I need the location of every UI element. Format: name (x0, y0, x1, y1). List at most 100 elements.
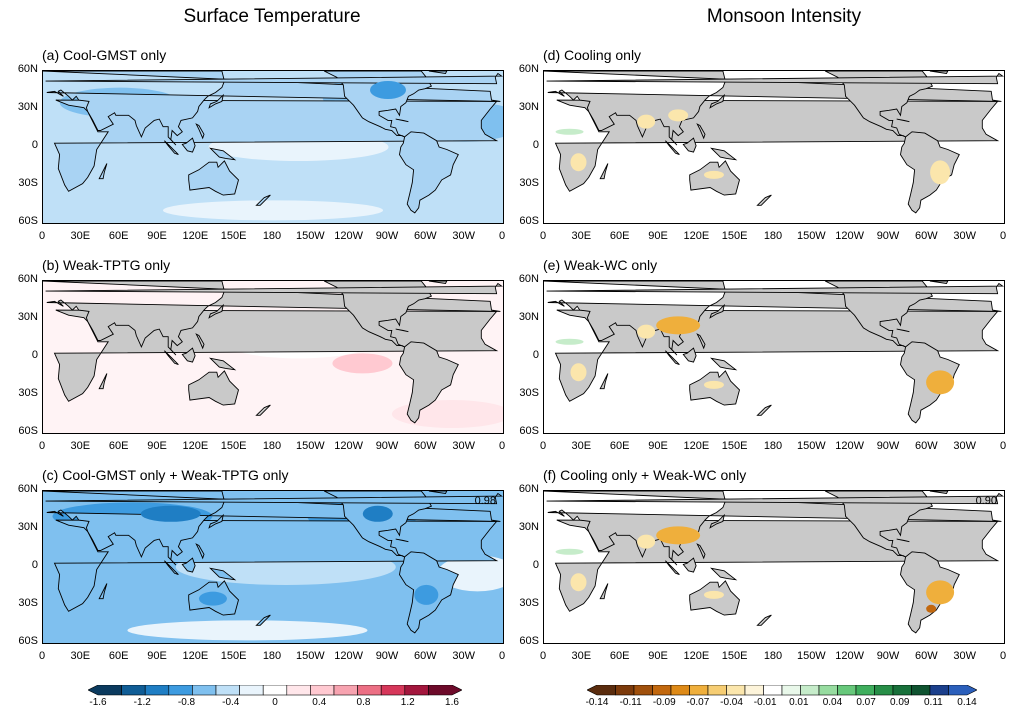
colorbar-swatch (818, 684, 838, 696)
lat-tick-label: 0 (31, 559, 38, 571)
dry-anomaly-australia (703, 170, 724, 179)
colorbar-swatch (404, 684, 429, 696)
colorbar-swatch (286, 684, 311, 696)
lon-tick-label: 120W (835, 230, 865, 242)
lat-tick-label: 30N (518, 311, 539, 323)
lon-tick-label: 60E (108, 440, 129, 452)
landmass-cuba (395, 328, 409, 333)
lat-tick-label: 60S (519, 215, 539, 227)
colorbar-swatch (87, 684, 122, 696)
dry-anomaly-india (637, 534, 656, 549)
landmass-cuba (896, 118, 910, 123)
wet-anomaly-sahel (555, 338, 584, 345)
landmass-japan (709, 93, 725, 109)
lat-tick-label: 60N (17, 483, 38, 495)
colorbar-swatch (615, 684, 635, 696)
lon-tick-label: 30W (452, 440, 475, 452)
lat-tick-label: 30S (519, 177, 539, 189)
colorbar-swatch (800, 684, 820, 696)
lon-tick-label: 120E (182, 230, 209, 242)
lat-tick-label: 30N (518, 101, 539, 113)
landmass-namerica (824, 71, 934, 138)
map-area (42, 280, 504, 434)
landmass-samerica (900, 131, 960, 214)
temperature-colorbar: -1.6 -1.2 -0.8 -0.4 0 0.4 0.8 1.2 1.6 (87, 684, 463, 718)
colorbar-label: 0.01 (789, 697, 809, 708)
lon-tick-label: 30W (953, 230, 976, 242)
lon-tick-label: 60W (915, 230, 938, 242)
lon-tick-label: 0 (498, 230, 506, 242)
title-surface-temperature: Surface Temperature (183, 6, 361, 27)
lon-tick-label: 150W (295, 440, 325, 452)
lon-tick-label: 150E (721, 440, 748, 452)
map-area (42, 490, 504, 644)
landmass-namerica (824, 281, 934, 348)
monsoon-colorbar: -0.14 -0.11 -0.09 -0.07 -0.04 -0.01 0.01 0.04 0.… (586, 684, 978, 718)
lon-tick-label: 60E (108, 650, 129, 662)
landmass-sumatra (665, 560, 680, 576)
lat-tick-label: 30N (17, 101, 38, 113)
lon-tick-label: 180 (262, 650, 282, 662)
landmass-sumatra (164, 140, 179, 156)
lon-tick-label: 0 (999, 650, 1007, 662)
strong-dry-la-plata (926, 604, 937, 613)
landmass-borneo (181, 557, 196, 573)
dry-anomaly-east-asia (656, 316, 701, 335)
landmass-greenlandish (929, 491, 949, 494)
colorbar-swatch (837, 684, 857, 696)
lon-tick-label: 90E (648, 230, 668, 242)
landmass-sumatra (665, 350, 680, 366)
lon-tick-label: 120W (334, 650, 364, 662)
lon-tick-label: 150W (796, 650, 826, 662)
landmass-samerica (399, 341, 459, 424)
landmass-britain (45, 282, 503, 295)
landmass-madagascar (98, 373, 108, 390)
southern-ocean-neutral (163, 200, 383, 221)
lon-tick-label: 30W (953, 650, 976, 662)
colorbar-label: -1.2 (133, 697, 151, 708)
lat-tick-label: 0 (31, 349, 38, 361)
colorbar-swatch (670, 684, 690, 696)
core-cool-namerica (362, 505, 393, 522)
lat-tick-label: 0 (532, 559, 539, 571)
lon-tick-label: 60W (915, 440, 938, 452)
lat-tick-label: 30N (17, 311, 38, 323)
landmass-madagascar (98, 583, 108, 600)
lon-tick-label: 150E (721, 230, 748, 242)
colorbar-swatch (215, 684, 240, 696)
landmass-britain (546, 282, 1004, 295)
lon-tick-label: 90E (147, 440, 167, 452)
landmass-newguinea (209, 567, 237, 581)
southern-ocean-neutral (127, 620, 368, 641)
lat-tick-label: 60S (519, 425, 539, 437)
lon-tick-label: 90W (375, 230, 399, 242)
lon-tick-label: 150E (220, 650, 247, 662)
lon-tick-label: 60W (915, 650, 938, 662)
panel-label: (c) Cool-GMST only + Weak-TPTG only (42, 467, 289, 483)
colorbar-label: 0.14 (957, 697, 977, 708)
landmass-britain (546, 72, 1004, 85)
landmass-greenlandish (428, 491, 448, 494)
lat-tick-label: 60N (518, 483, 539, 495)
lon-tick-label: 150E (721, 650, 748, 662)
lon-tick-label: 0 (999, 440, 1007, 452)
warm-anomaly-east-pacific (332, 353, 393, 374)
lon-tick-label: 150E (220, 230, 247, 242)
landmass-japan (208, 513, 224, 529)
landmass-philippines (195, 543, 205, 560)
landmass-sumatra (164, 560, 179, 576)
colorbar-swatch (586, 684, 616, 696)
colorbar-swatch (855, 684, 875, 696)
lon-tick-label: 180 (262, 440, 282, 452)
lat-tick-label: 60N (518, 273, 539, 285)
lon-tick-label: 150W (796, 440, 826, 452)
lon-tick-label: 0 (38, 230, 46, 242)
lon-tick-label: 90W (876, 440, 900, 452)
colorbar-label: -0.8 (177, 697, 196, 708)
landmass-namerica (323, 491, 433, 558)
colorbar-swatch (763, 684, 783, 696)
lon-tick-label: 60E (609, 440, 630, 452)
landmass-greenlandish (428, 281, 448, 284)
colorbar-label: 1.2 (400, 697, 415, 708)
lat-tick-label: 60S (18, 425, 38, 437)
